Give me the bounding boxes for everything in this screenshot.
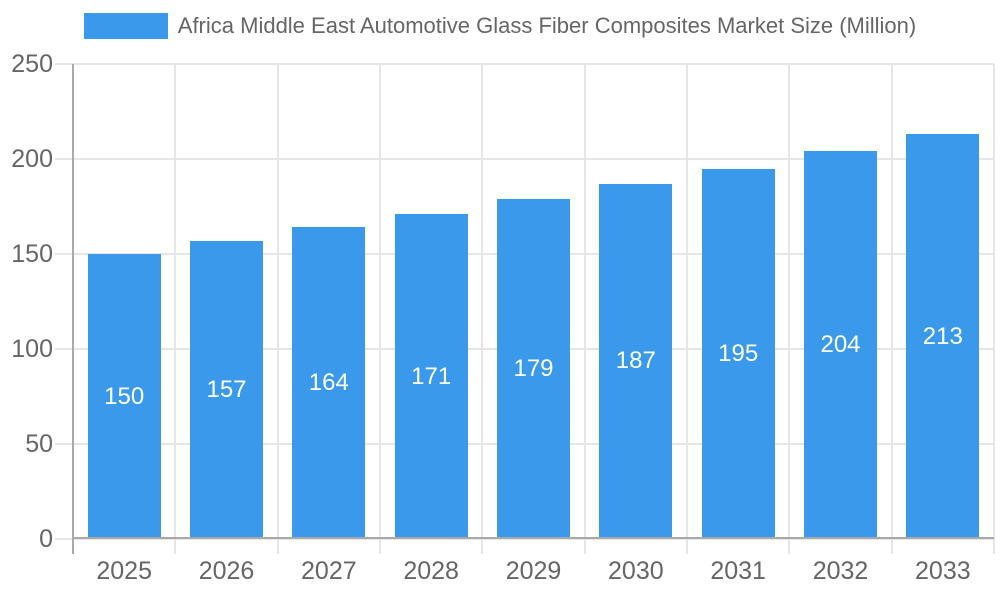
- plot-area: 150 157 164 171 179 187 195 204 213: [55, 63, 995, 554]
- v-gridline: [993, 64, 995, 554]
- bar: 204: [804, 151, 877, 539]
- v-gridline: [890, 64, 893, 554]
- chart-title: Africa Middle East Automotive Glass Fibe…: [177, 13, 917, 38]
- x-tick-label: 2025: [96, 557, 152, 585]
- y-tick-label: 200: [11, 145, 53, 173]
- x-axis-line: [73, 537, 994, 539]
- x-axis: 2025 2026 2027 2028 2029 2030 2031 2032 2033: [73, 556, 994, 590]
- v-gridline: [583, 64, 586, 554]
- bar: 164: [292, 227, 366, 539]
- bar: 150: [87, 254, 161, 539]
- bar-value-label: 171: [411, 362, 452, 390]
- y-axis-line: [72, 64, 74, 554]
- legend-swatch: [83, 13, 168, 39]
- bar: 195: [701, 168, 775, 539]
- y-tick-label: 0: [39, 525, 53, 553]
- h-gridline: [55, 538, 994, 540]
- bar: 179: [497, 198, 570, 539]
- v-gridline: [788, 64, 791, 554]
- bar: 171: [394, 214, 468, 539]
- bar-value-label: 187: [615, 347, 656, 375]
- bar: 187: [599, 183, 673, 539]
- bar-value-label: 204: [820, 331, 861, 359]
- x-tick-label: 2031: [710, 557, 766, 585]
- v-gridline: [276, 64, 279, 554]
- v-gridline: [174, 64, 177, 554]
- y-tick-label: 250: [11, 50, 53, 78]
- x-tick-label: 2028: [403, 557, 459, 585]
- x-tick-label: 2032: [812, 557, 869, 585]
- v-gridline: [481, 64, 484, 554]
- x-tick-label: 2033: [915, 557, 971, 585]
- y-axis: 0 50 100 150 200 250: [0, 51, 55, 552]
- x-tick-label: 2027: [301, 557, 357, 585]
- x-tick-label: 2026: [198, 557, 255, 585]
- v-gridline: [686, 64, 688, 554]
- y-tick-label: 50: [25, 430, 53, 458]
- x-tick-label: 2029: [505, 557, 562, 585]
- bar-value-label: 195: [718, 339, 759, 367]
- h-gridline: [55, 158, 994, 160]
- y-tick-label: 150: [11, 240, 53, 268]
- bar: 213: [906, 134, 980, 539]
- bar-value-label: 150: [104, 382, 145, 410]
- y-tick-label: 100: [11, 335, 53, 363]
- bar: 157: [190, 240, 263, 539]
- bar-value-label: 213: [922, 322, 963, 350]
- bar-value-label: 164: [308, 369, 349, 397]
- x-tick-label: 2030: [608, 557, 664, 585]
- bar-value-label: 157: [206, 375, 247, 403]
- h-gridline: [55, 63, 994, 65]
- v-gridline: [379, 64, 381, 554]
- legend[interactable]: Africa Middle East Automotive Glass Fibe…: [0, 13, 1000, 39]
- bar-value-label: 179: [513, 354, 554, 382]
